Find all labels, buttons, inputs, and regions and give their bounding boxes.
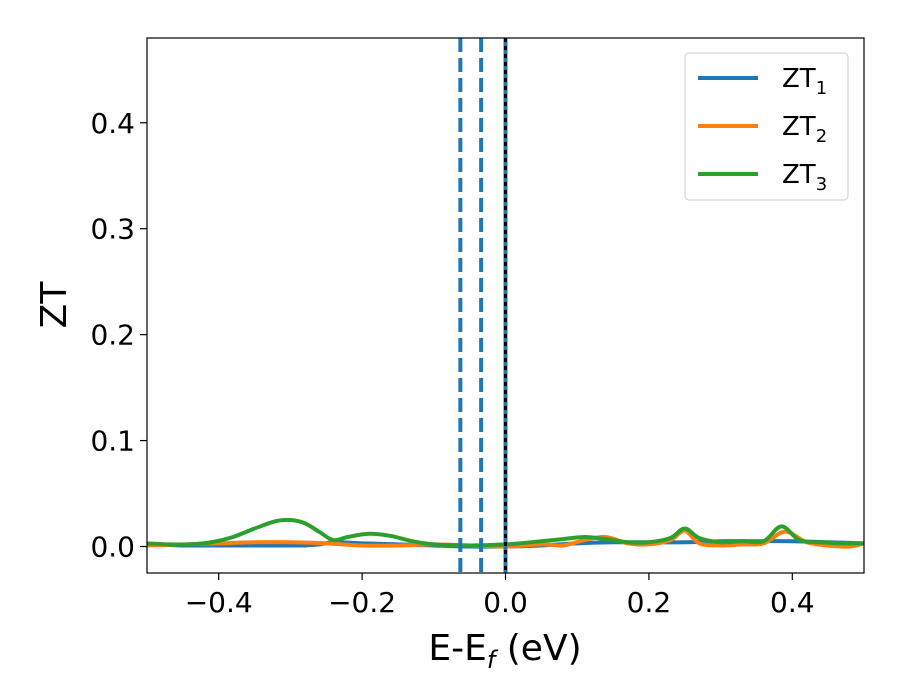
x-axis: −0.4 −0.2 0.0 0.2 0.4 <box>185 573 815 619</box>
legend-label-subscript: 3 <box>816 174 827 195</box>
y-tick-label: 0.3 <box>90 213 135 246</box>
x-tick-label: 0.4 <box>770 586 815 619</box>
y-tick-label: 0.0 <box>90 531 135 564</box>
legend-label-subscript: 2 <box>816 126 827 147</box>
y-axis-label: ZT <box>34 281 75 329</box>
legend-label-main: ZT <box>782 112 816 142</box>
legend-label-subscript: 1 <box>816 78 827 99</box>
x-tick-label: 0.0 <box>483 586 528 619</box>
y-tick-label: 0.2 <box>90 319 135 352</box>
legend-label-zt2: ZT2 <box>782 112 827 147</box>
plot-area <box>147 38 864 573</box>
y-tick-label: 0.4 <box>90 107 135 140</box>
y-tick-label: 0.1 <box>90 425 135 458</box>
legend-label-main: ZT <box>782 160 816 190</box>
legend-label-zt1: ZT1 <box>782 64 827 99</box>
y-axis: 0.0 0.1 0.2 0.3 0.4 <box>90 107 147 564</box>
legend-label-zt3: ZT3 <box>782 160 827 195</box>
x-tick-label: −0.4 <box>185 586 253 619</box>
x-tick-label: −0.2 <box>328 586 396 619</box>
x-tick-label: 0.2 <box>627 586 672 619</box>
x-axis-label: E-Ef (eV) <box>428 628 581 674</box>
legend-label-main: ZT <box>782 64 816 94</box>
legend-box <box>684 52 849 201</box>
